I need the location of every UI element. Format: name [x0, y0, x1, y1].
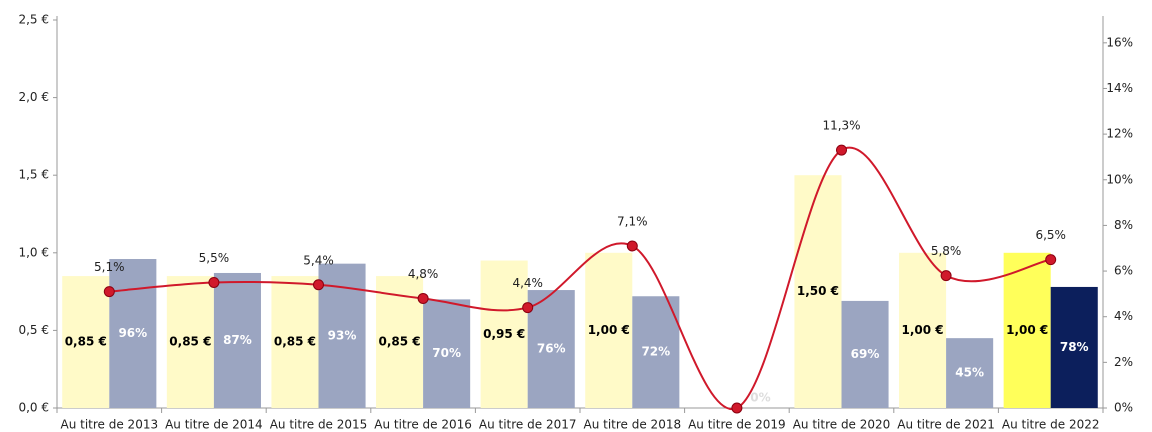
data-label: 5,1% [94, 260, 125, 274]
x-tick-label: Au titre de 2016 [374, 418, 472, 432]
bar [62, 276, 110, 408]
data-label: 0,85 € [378, 335, 420, 349]
x-tick-label: Au titre de 2018 [584, 418, 682, 432]
bar [585, 252, 633, 408]
data-label: 96% [118, 326, 147, 340]
y2-tick-label: 14% [1106, 81, 1133, 95]
data-label: 0,95 € [483, 327, 525, 341]
y2-tick-label: 12% [1106, 127, 1133, 141]
bar [527, 290, 575, 408]
line-point [626, 240, 638, 252]
bar [166, 276, 214, 408]
y-tick-label: 0,0 € [18, 401, 49, 415]
data-label: 4,4% [512, 276, 543, 290]
line-point [208, 276, 220, 288]
data-label: 70% [432, 346, 461, 360]
y-tick-label: 0,5 € [18, 323, 49, 337]
y2-tick-label: 4% [1114, 309, 1133, 323]
data-label: 0% [750, 391, 770, 405]
x-tick-label: Au titre de 2013 [61, 418, 159, 432]
y-tick-label: 2,5 € [18, 13, 49, 27]
y-tick-label: 2,0 € [18, 90, 49, 104]
data-label: 5,8% [931, 244, 962, 258]
line-point [1045, 254, 1057, 266]
bar [213, 272, 261, 408]
data-label: 7,1% [617, 214, 648, 228]
x-tick-label: Au titre de 2021 [897, 418, 995, 432]
line-point [522, 302, 534, 314]
data-label: 6,5% [1035, 228, 1066, 242]
data-label: 78% [1060, 340, 1089, 354]
x-tick-label: Au titre de 2019 [688, 418, 786, 432]
y-tick-label: 1,0 € [18, 245, 49, 259]
x-tick-label: Au titre de 2015 [270, 418, 368, 432]
x-tick-label: Au titre de 2017 [479, 418, 577, 432]
line-point [103, 286, 115, 298]
data-label: 93% [328, 328, 357, 342]
data-label: 1,00 € [901, 323, 943, 337]
y2-tick-label: 0% [1114, 401, 1133, 415]
y2-tick-label: 6% [1114, 264, 1133, 278]
data-label: 45% [955, 366, 984, 380]
x-tick-label: Au titre de 2014 [165, 418, 263, 432]
data-label: 76% [537, 342, 566, 356]
y-tick-label: 1,5 € [18, 168, 49, 182]
data-label: 1,50 € [797, 284, 839, 298]
data-label: 0,85 € [169, 335, 211, 349]
data-label: 5,4% [303, 253, 334, 267]
data-label: 0,85 € [65, 335, 107, 349]
data-label: 1,00 € [1006, 323, 1048, 337]
data-label: 4,8% [408, 267, 439, 281]
data-label: 1,00 € [588, 323, 630, 337]
bar [109, 259, 157, 408]
data-label: 87% [223, 333, 252, 347]
bar [794, 175, 842, 408]
x-tick-label: Au titre de 2022 [1002, 418, 1100, 432]
data-label: 5,5% [199, 251, 230, 265]
bar [632, 296, 680, 408]
y2-tick-label: 10% [1106, 172, 1133, 186]
y2-tick-label: 2% [1114, 355, 1133, 369]
data-label: 69% [851, 347, 880, 361]
line-point [313, 279, 324, 291]
data-label: 72% [641, 345, 670, 359]
bar [841, 300, 889, 408]
bar [480, 260, 528, 408]
data-label: 0,85 € [274, 335, 316, 349]
x-tick-label: Au titre de 2020 [793, 418, 891, 432]
bar [271, 276, 319, 408]
bar [1050, 286, 1098, 408]
line-point [731, 402, 743, 414]
line-point [836, 144, 847, 156]
y2-tick-label: 8% [1114, 218, 1133, 232]
bar [423, 299, 471, 408]
line-point [940, 270, 952, 282]
bar [899, 252, 947, 408]
bar [1003, 252, 1051, 408]
bar [946, 338, 994, 408]
data-label: 11,3% [822, 119, 860, 133]
line-point [417, 292, 429, 304]
y2-tick-label: 16% [1106, 35, 1133, 49]
